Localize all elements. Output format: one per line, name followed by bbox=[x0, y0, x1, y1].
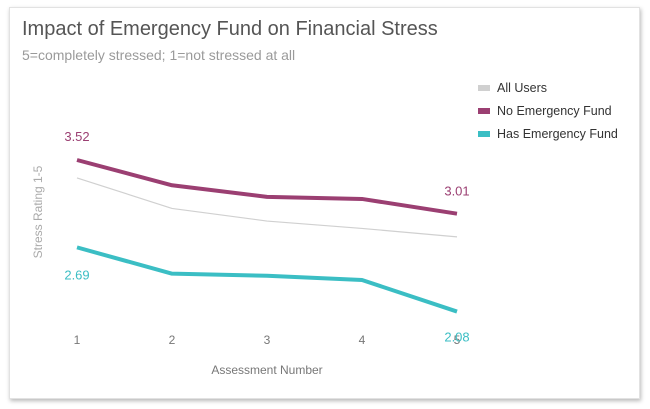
series-line-has-emergency-fund bbox=[76, 245, 458, 314]
legend-swatch-has-emergency-fund bbox=[478, 131, 490, 137]
x-tick-label-3: 3 bbox=[264, 333, 271, 347]
legend-label-all-users: All Users bbox=[497, 81, 547, 95]
chart-card bbox=[9, 7, 640, 399]
data-label-has-emergency-fund-last: 2.08 bbox=[444, 330, 469, 345]
legend-label-has-emergency-fund: Has Emergency Fund bbox=[497, 127, 618, 141]
x-tick-label-5: 5 bbox=[454, 333, 461, 347]
legend-swatch-all-users bbox=[478, 85, 490, 91]
data-label-no-emergency-fund-last: 3.01 bbox=[444, 184, 469, 199]
legend-label-no-emergency-fund: No Emergency Fund bbox=[497, 104, 612, 118]
series-line-all-users bbox=[76, 177, 458, 238]
x-tick-label-2: 2 bbox=[169, 333, 176, 347]
x-tick-label-1: 1 bbox=[74, 333, 81, 347]
y-axis-label: Stress Rating 1-5 bbox=[31, 165, 45, 258]
data-label-no-emergency-fund-first: 3.52 bbox=[64, 129, 89, 144]
chart-title: Impact of Emergency Fund on Financial St… bbox=[22, 18, 438, 40]
legend-swatch-no-emergency-fund bbox=[478, 108, 490, 114]
chart-subtitle: 5=completely stressed; 1=not stressed at… bbox=[22, 47, 296, 63]
data-label-has-emergency-fund-first: 2.69 bbox=[64, 267, 89, 282]
series-line-no-emergency-fund bbox=[76, 158, 458, 216]
x-axis-label: Assessment Number bbox=[211, 363, 322, 377]
x-tick-label-4: 4 bbox=[359, 333, 366, 347]
